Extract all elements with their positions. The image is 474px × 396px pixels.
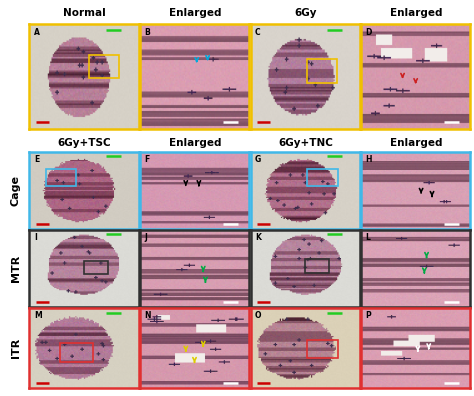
Text: Normal: Normal [64,8,106,19]
Text: MTR: MTR [10,255,21,282]
Text: 6Gy+TSC: 6Gy+TSC [58,138,111,148]
Text: M: M [34,311,42,320]
Text: Enlarged: Enlarged [390,8,443,19]
Text: F: F [144,155,150,164]
Text: Enlarged: Enlarged [390,138,443,148]
Text: ITR: ITR [10,338,21,358]
Text: C: C [255,28,261,37]
Bar [307,340,338,358]
Text: Enlarged: Enlarged [169,138,221,148]
Text: D: D [365,28,372,37]
Text: Cage: Cage [10,175,21,206]
Bar [84,261,108,274]
Bar [46,169,76,187]
Text: 6Gy+TNC: 6Gy+TNC [278,138,333,148]
Bar [307,59,337,82]
Text: G: G [255,155,261,164]
Bar [305,259,329,273]
Text: P: P [365,311,371,320]
Text: A: A [34,28,40,37]
Text: H: H [365,155,372,164]
Text: O: O [255,311,261,320]
Text: K: K [255,233,261,242]
Text: E: E [34,155,39,164]
Text: I: I [34,233,36,242]
Text: N: N [144,311,151,320]
Bar [307,169,338,187]
Text: B: B [144,28,150,37]
Text: J: J [144,233,147,242]
Text: Enlarged: Enlarged [169,8,221,19]
Text: 6Gy: 6Gy [294,8,317,19]
Bar [90,55,119,78]
Bar [60,343,93,362]
Text: L: L [365,233,370,242]
